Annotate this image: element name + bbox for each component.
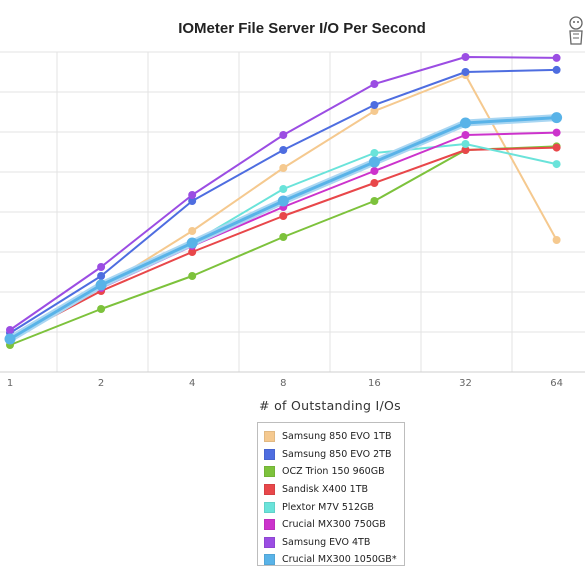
legend-swatch	[264, 519, 275, 531]
x-axis-label: # of Outstanding I/Os	[259, 398, 401, 413]
data-point	[552, 160, 561, 169]
series-layer	[4, 53, 563, 349]
data-point	[370, 149, 379, 157]
series-line	[9, 145, 557, 346]
data-point	[552, 53, 561, 62]
data-point	[461, 131, 470, 139]
legend-label: Sandisk X400 1TB	[282, 484, 369, 496]
legend-swatch	[264, 466, 275, 478]
data-point	[4, 333, 16, 345]
legend-item: Samsung 850 EVO 1TB	[264, 428, 400, 446]
series-samsung-850-evo-2tb	[6, 65, 561, 337]
grid	[0, 51, 585, 373]
series-ocz-trion-150-960gb	[6, 142, 561, 349]
data-point	[188, 227, 197, 235]
series-crucial-mx300-1050gb	[4, 112, 563, 345]
legend: Samsung 850 EVO 1TB Samsung 850 EVO 2TB OC…	[257, 422, 405, 566]
legend-swatch	[264, 431, 275, 443]
x-tick-label: 32	[459, 378, 472, 389]
x-tick-label: 2	[98, 378, 104, 389]
data-point	[552, 65, 561, 74]
data-point	[461, 53, 470, 61]
legend-item: Samsung 850 EVO 2TB	[264, 446, 400, 464]
data-point	[370, 197, 379, 205]
legend-item: Sandisk X400 1TB	[264, 481, 400, 499]
data-point	[552, 143, 561, 152]
data-point	[279, 212, 288, 220]
series-line	[9, 143, 557, 340]
x-tick-labels: 1 2 4 8 16 32 64	[7, 378, 563, 389]
legend-swatch	[264, 484, 275, 496]
data-point	[97, 305, 106, 313]
data-point	[279, 233, 288, 241]
data-point	[552, 128, 561, 137]
data-point	[552, 236, 561, 244]
data-point	[6, 326, 14, 334]
data-point	[188, 248, 197, 256]
data-point	[95, 279, 107, 291]
data-point	[461, 140, 470, 148]
data-point	[370, 167, 379, 175]
legend-label: Samsung 850 EVO 1TB	[282, 431, 392, 443]
legend-label: Plextor M7V 512GB	[282, 501, 374, 513]
legend-label: OCZ Trion 150 960GB	[282, 466, 385, 478]
x-tick-label: 64	[550, 378, 563, 389]
data-point	[186, 237, 198, 249]
series-samsung-evo-4tb	[6, 53, 561, 334]
data-point	[279, 185, 288, 193]
data-point	[188, 191, 197, 199]
legend-item: Crucial MX300 750GB	[264, 516, 400, 534]
data-point	[97, 272, 106, 280]
chart-title: IOMeter File Server I/O Per Second	[178, 20, 426, 37]
data-point	[368, 156, 380, 168]
data-point	[277, 195, 289, 207]
x-tick-label: 8	[280, 378, 286, 389]
legend-label: Samsung EVO 4TB	[282, 536, 371, 548]
data-point	[460, 117, 471, 129]
legend-label: Crucial MX300 1050GB*	[282, 554, 397, 566]
mascot-icon	[566, 14, 585, 48]
data-point	[370, 80, 379, 88]
data-point	[551, 112, 563, 124]
legend-swatch	[264, 501, 275, 513]
legend-item: OCZ Trion 150 960GB	[264, 463, 400, 481]
data-point	[279, 146, 288, 154]
legend-label: Crucial MX300 750GB	[282, 519, 386, 531]
legend-swatch	[264, 536, 275, 548]
data-point	[188, 197, 197, 205]
data-point	[370, 101, 379, 109]
legend-swatch	[264, 554, 275, 566]
legend-item: Plextor M7V 512GB	[264, 498, 400, 516]
series-line	[9, 146, 557, 340]
legend-label: Samsung 850 EVO 2TB	[282, 448, 392, 460]
data-point	[279, 131, 288, 139]
legend-item: Samsung EVO 4TB	[264, 534, 400, 552]
x-tick-label: 16	[368, 378, 381, 389]
data-point	[461, 68, 470, 76]
data-point	[461, 146, 470, 154]
data-point	[370, 179, 379, 187]
data-point	[279, 164, 288, 172]
data-point	[97, 263, 106, 271]
x-tick-label: 4	[189, 378, 195, 389]
data-point	[188, 272, 197, 280]
legend-swatch	[264, 448, 275, 460]
x-tick-label: 1	[7, 378, 13, 389]
legend-item: Crucial MX300 1050GB*	[264, 551, 400, 569]
data-point	[370, 107, 379, 115]
